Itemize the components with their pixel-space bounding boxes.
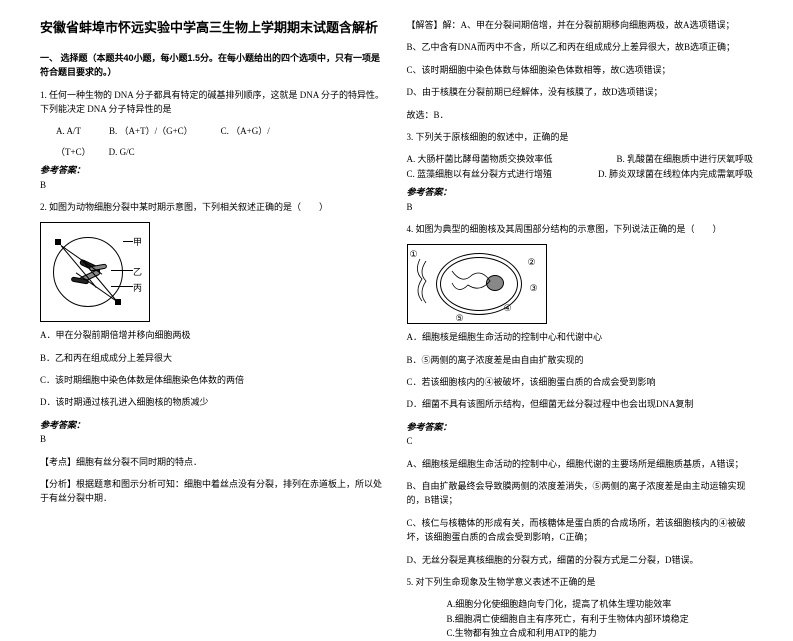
figure-label-jia: 甲 xyxy=(133,235,142,249)
left-column: 安徽省蚌埠市怀远实验中学高三生物上学期期末试题含解析 一、 选择题（本题共40小… xyxy=(30,18,397,543)
er-icon xyxy=(414,257,434,307)
q3-opt-b: B. 乳酸菌在细胞质中进行厌氧呼吸 xyxy=(616,152,753,166)
q4-exp-d: D、无丝分裂是真核细胞的分裂方式，细菌的分裂方式是二分裂，D错误。 xyxy=(407,553,754,567)
q2-stem: 2. 如图为动物细胞分裂中某时期示意图，下列相关叙述正确的是（ ） xyxy=(40,200,387,214)
q3-opt-d: D. 肺炎双球菌在线粒体内完成需氧呼吸 xyxy=(598,167,753,181)
q1-answer: B xyxy=(40,178,387,192)
jieda-l1: 【解答】解：A、甲在分裂间期倍增，并在分裂前期移向细胞两极，故A选项错误； xyxy=(407,18,754,32)
figure-num-label: ② xyxy=(528,255,536,269)
figure-num-label: ④ xyxy=(504,301,512,315)
leader-line-icon xyxy=(111,286,133,287)
jieda-l5: 故选：B． xyxy=(407,108,754,122)
q1-answer-heading: 参考答案： xyxy=(40,163,387,177)
q3-options-row2: C. 蓝藻细胞以有丝分裂方式进行增殖 D. 肺炎双球菌在线粒体内完成需氧呼吸 xyxy=(407,167,754,181)
q4-exp-b: B、自由扩散最终会导致膜两侧的浓度差消失，⑤两侧的离子浓度差是由主动运输实现的，… xyxy=(407,479,754,508)
q3-stem: 3. 下列关于原核细胞的叙述中，正确的是 xyxy=(407,130,754,144)
q2-opt-d: D．该时期通过核孔进入细胞核的物质减少 xyxy=(40,395,387,409)
section-1-heading: 一、 选择题（本题共40小题，每小题1.5分。在每小题给出的四个选项中，只有一项… xyxy=(40,51,387,80)
figure-num-label: ⑤ xyxy=(456,311,464,325)
q4-exp-c: C、核仁与核糖体的形成有关，而核糖体是蛋白质的合成场所，若该细胞核内的④被破坏，… xyxy=(407,516,754,545)
q1-opt-b: B. （A+T）/（G+C） xyxy=(109,124,193,138)
q4-opt-c: C．若该细胞核内的④被破坏，该细胞蛋白质的合成会受到影响 xyxy=(407,375,754,389)
figure-num-label: ① xyxy=(410,247,418,261)
q2-kaodian: 【考点】细胞有丝分裂不同时期的特点． xyxy=(40,455,387,469)
leader-line-icon xyxy=(123,241,133,242)
q3-options-row1: A. 大肠杆菌比酵母菌物质交换效率低 B. 乳酸菌在细胞质中进行厌氧呼吸 xyxy=(407,152,754,166)
q4-stem: 4. 如图为典型的细胞核及其周围部分结构的示意图，下列说法正确的是（ ） xyxy=(407,222,754,236)
leader-line-icon xyxy=(111,270,133,271)
q1-options-row2: （T+C） D. G/C xyxy=(56,145,387,159)
q2-answer-heading: 参考答案： xyxy=(40,418,387,432)
q4-exp-a: A、细胞核是细胞生命活动的控制中心，细胞代谢的主要场所是细胞质基质，A错误； xyxy=(407,457,754,471)
q5-opt-b: B.细胞凋亡使细胞自主有序死亡，有利于生物体内部环境稳定 xyxy=(447,612,754,626)
document-title: 安徽省蚌埠市怀远实验中学高三生物上学期期末试题含解析 xyxy=(40,18,387,39)
q1-stem: 1. 任何一种生物的 DNA 分子都具有特定的碱基排列顺序，这就是 DNA 分子… xyxy=(40,88,387,117)
q4-opt-d: D．细菌不具有该图所示结构，但细菌无丝分裂过程中也会出现DNA复制 xyxy=(407,397,754,411)
q4-answer-heading: 参考答案： xyxy=(407,420,754,434)
q1-opt-row2-a: （T+C） xyxy=(56,145,91,159)
jieda-l2: B、乙中含有DNA而丙中不含，所以乙和丙在组成成分上差异很大，故B选项正确； xyxy=(407,40,754,54)
q2-opt-b: B．乙和丙在组成成分上差异很大 xyxy=(40,351,387,365)
figure-num-label: ③ xyxy=(530,281,538,295)
q3-answer: B xyxy=(407,200,754,214)
q4-opt-b: B．⑤两侧的离子浓度差是由自由扩散实现的 xyxy=(407,353,754,367)
q1-opt-row2-b: D. G/C xyxy=(109,145,135,159)
figure-label-yi: 乙 xyxy=(133,265,142,279)
q2-figure: 甲 乙 丙 xyxy=(40,222,150,322)
jieda-l4: D、由于核膜在分裂前期已经解体，没有核膜了，故D选项错误； xyxy=(407,85,754,99)
q1-opt-a: A. A/T xyxy=(56,124,81,138)
q2-opt-a: A．甲在分裂前期倍增并移向细胞两极 xyxy=(40,328,387,342)
q2-answer: B xyxy=(40,432,387,446)
q1-opt-c: C. （A+G）/ xyxy=(221,124,270,138)
q4-answer: C xyxy=(407,434,754,448)
jieda-l3: C、该时期细胞中染色体数与体细胞染色体数相等，故C选项错误； xyxy=(407,63,754,77)
q2-opt-c: C．该时期细胞中染色体数是体细胞染色体数的两倍 xyxy=(40,373,387,387)
q5-opt-c: C.生物都有独立合成和利用ATP的能力 xyxy=(447,626,754,640)
q5-stem: 5. 对下列生命现象及生物学意义表述不正确的是 xyxy=(407,575,754,589)
q5-opt-a: A.细胞分化使细胞趋向专门化，提高了机体生理功能效率 xyxy=(447,597,754,611)
q3-answer-heading: 参考答案： xyxy=(407,185,754,199)
figure-label-bing: 丙 xyxy=(133,281,142,295)
q3-opt-a: A. 大肠杆菌比酵母菌物质交换效率低 xyxy=(407,152,553,166)
right-column: 【解答】解：A、甲在分裂间期倍增，并在分裂前期移向细胞两极，故A选项错误； B、… xyxy=(397,18,764,543)
chromatin-icon xyxy=(450,267,494,297)
q3-opt-c: C. 蓝藻细胞以有丝分裂方式进行增殖 xyxy=(407,167,553,181)
q2-fenxi: 【分析】根据题意和图示分析可知：细胞中着丝点没有分裂，排列在赤道板上，所以处于有… xyxy=(40,477,387,506)
q4-opt-a: A．细胞核是细胞生命活动的控制中心和代谢中心 xyxy=(407,330,754,344)
q1-options-row1: A. A/T B. （A+T）/（G+C） C. （A+G）/ xyxy=(56,124,387,138)
q4-figure: ① ② ③ ④ ⑤ xyxy=(407,244,547,324)
